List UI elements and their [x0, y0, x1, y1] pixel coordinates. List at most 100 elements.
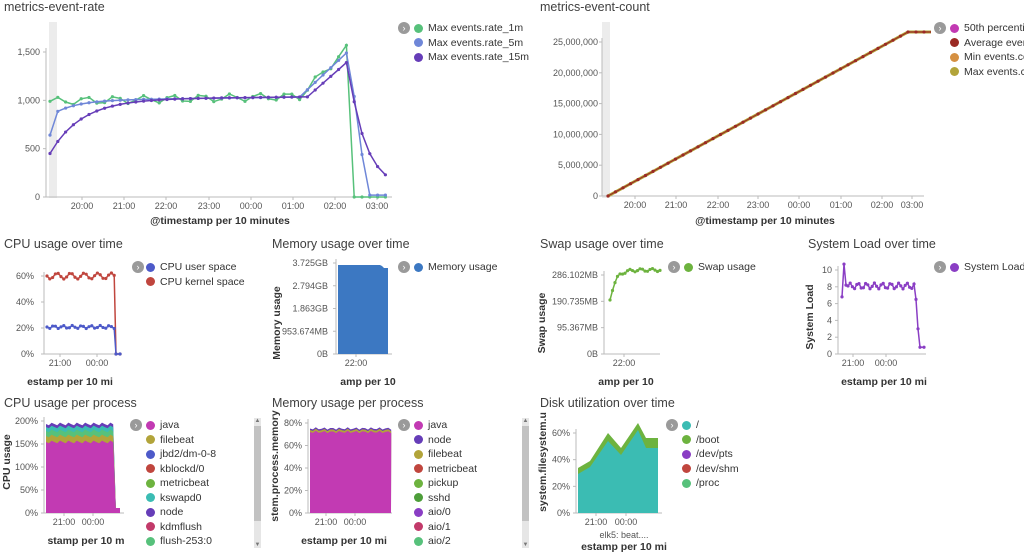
legend-item[interactable]: aio/0: [414, 505, 477, 520]
series[interactable]: [608, 266, 662, 302]
data-point[interactable]: [344, 61, 348, 65]
data-point[interactable]: [901, 287, 905, 291]
data-point[interactable]: [48, 151, 52, 156]
data-point[interactable]: [771, 104, 775, 108]
data-point[interactable]: [95, 109, 99, 113]
data-point[interactable]: [868, 287, 872, 291]
legend-item[interactable]: filebeat: [414, 447, 477, 462]
data-point[interactable]: [104, 276, 108, 281]
data-point[interactable]: [107, 273, 111, 277]
data-point[interactable]: [48, 277, 52, 281]
data-point[interactable]: [64, 106, 68, 110]
series[interactable]: [310, 427, 392, 513]
series-area[interactable]: [310, 430, 392, 513]
series[interactable]: [338, 265, 388, 354]
legend-item[interactable]: aio/2: [414, 534, 477, 549]
series-area[interactable]: [578, 430, 658, 513]
data-point[interactable]: [618, 272, 622, 276]
legend-item[interactable]: kdmflush: [146, 520, 216, 535]
data-point[interactable]: [726, 128, 730, 132]
data-point[interactable]: [243, 99, 247, 103]
data-point[interactable]: [914, 30, 918, 34]
data-point[interactable]: [101, 325, 105, 330]
data-point[interactable]: [383, 173, 387, 177]
data-point[interactable]: [98, 323, 102, 328]
data-point[interactable]: [93, 274, 97, 278]
data-point[interactable]: [79, 102, 83, 106]
data-point[interactable]: [620, 272, 625, 276]
data-point[interactable]: [658, 165, 663, 169]
data-point[interactable]: [903, 283, 907, 287]
data-point[interactable]: [126, 98, 130, 102]
chart-cpu-usage[interactable]: 60% 40% 20% 0% 21:00 00:00 estamp per 10 mi: [0, 237, 130, 395]
data-point[interactable]: [870, 284, 874, 288]
data-point[interactable]: [638, 267, 642, 271]
series[interactable]: [48, 43, 387, 199]
data-point[interactable]: [110, 95, 114, 99]
data-point[interactable]: [196, 96, 200, 100]
data-point[interactable]: [53, 272, 58, 276]
data-point[interactable]: [87, 95, 91, 100]
data-point[interactable]: [376, 164, 380, 169]
data-point[interactable]: [81, 324, 85, 328]
data-point[interactable]: [344, 43, 348, 47]
data-point[interactable]: [688, 149, 693, 153]
data-point[interactable]: [95, 271, 99, 275]
data-point[interactable]: [79, 324, 83, 328]
data-point[interactable]: [623, 271, 627, 275]
data-point[interactable]: [110, 98, 114, 103]
data-point[interactable]: [67, 326, 71, 330]
legend-item[interactable]: jbd2/dm-0-8: [146, 447, 216, 462]
series-area[interactable]: [338, 265, 388, 354]
legend-item[interactable]: node: [146, 505, 216, 520]
data-point[interactable]: [842, 262, 846, 266]
data-point[interactable]: [70, 323, 74, 328]
data-point[interactable]: [227, 96, 231, 100]
chart-system-load[interactable]: System Load 10 8 6 4 2 0 21:00 00:00 estamp pe…: [804, 237, 932, 395]
data-point[interactable]: [613, 190, 618, 194]
data-point[interactable]: [360, 131, 364, 136]
data-point[interactable]: [188, 96, 192, 101]
data-point[interactable]: [274, 98, 278, 102]
data-point[interactable]: [651, 169, 655, 173]
data-point[interactable]: [107, 324, 111, 328]
legend-item[interactable]: System Load: [950, 260, 1024, 275]
data-point[interactable]: [157, 101, 161, 105]
legend[interactable]: Swap usage: [684, 260, 756, 275]
data-point[interactable]: [838, 67, 843, 71]
legend-item[interactable]: 50th percentil: [950, 21, 1024, 36]
data-point[interactable]: [850, 285, 854, 289]
data-point[interactable]: [188, 99, 192, 103]
data-point[interactable]: [866, 283, 870, 287]
data-point[interactable]: [71, 104, 75, 108]
data-point[interactable]: [857, 282, 861, 286]
data-point[interactable]: [56, 326, 60, 331]
data-point[interactable]: [786, 96, 790, 100]
scroll-thumb[interactable]: [522, 426, 529, 521]
legend-item[interactable]: Memory usage: [414, 260, 497, 275]
data-point[interactable]: [76, 277, 80, 281]
data-point[interactable]: [93, 326, 97, 330]
data-point[interactable]: [748, 116, 753, 120]
series-line[interactable]: [607, 30, 931, 198]
legend-item[interactable]: Swap usage: [684, 260, 756, 275]
data-point[interactable]: [227, 92, 231, 96]
data-point[interactable]: [846, 284, 850, 288]
data-point[interactable]: [897, 281, 901, 285]
data-point[interactable]: [103, 99, 107, 103]
data-point[interactable]: [313, 88, 317, 92]
data-point[interactable]: [59, 325, 63, 329]
data-point[interactable]: [640, 267, 645, 271]
data-point[interactable]: [337, 67, 341, 72]
data-point[interactable]: [916, 327, 920, 331]
data-point[interactable]: [778, 100, 783, 104]
data-point[interactable]: [337, 55, 341, 59]
data-point[interactable]: [282, 92, 286, 96]
data-point[interactable]: [650, 266, 655, 271]
data-point[interactable]: [655, 269, 660, 274]
data-point[interactable]: [45, 274, 49, 278]
data-point[interactable]: [103, 106, 107, 110]
data-point[interactable]: [73, 275, 77, 279]
data-point[interactable]: [64, 130, 68, 134]
data-point[interactable]: [220, 96, 224, 100]
